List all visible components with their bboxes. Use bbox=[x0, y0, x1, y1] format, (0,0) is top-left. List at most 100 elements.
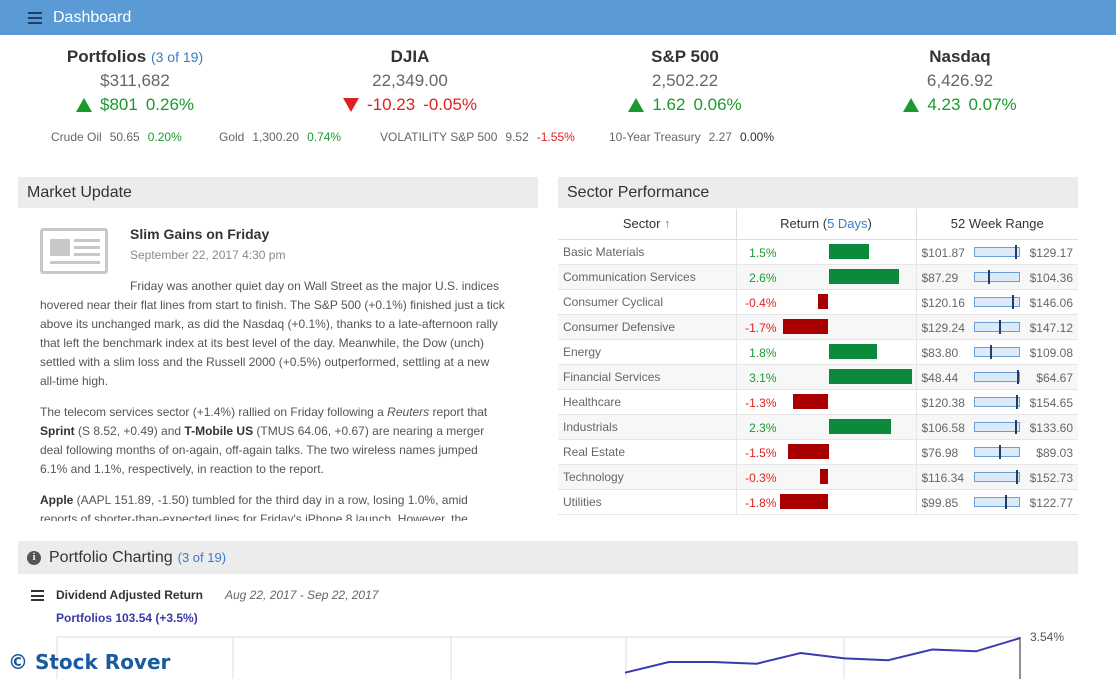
commodity-gold[interactable]: Gold 1,300.20 0.74% bbox=[219, 130, 341, 144]
ticker-pct: 0.07% bbox=[968, 95, 1017, 114]
ticker-value: 6,426.92 bbox=[926, 71, 994, 90]
return-value: 1.8% bbox=[749, 345, 777, 360]
info-icon[interactable]: i bbox=[27, 550, 41, 565]
range-bar bbox=[973, 469, 1020, 484]
ticker-name: S&P 500 bbox=[651, 47, 719, 66]
chart-title: Dividend Adjusted Return bbox=[56, 588, 203, 602]
sector-return: -0.4% bbox=[736, 289, 917, 315]
return-bar bbox=[828, 368, 913, 384]
top-bar: Dashboard bbox=[0, 0, 1116, 35]
return-bar bbox=[788, 443, 829, 459]
sector-52wk-range: $120.38 $154.65 bbox=[916, 389, 1078, 415]
chart-menu-icon[interactable] bbox=[31, 590, 44, 601]
return-value: -0.3% bbox=[745, 470, 777, 485]
range-bar bbox=[973, 319, 1020, 334]
ticker-value: $311,682 bbox=[100, 71, 170, 90]
range-bar bbox=[973, 369, 1020, 384]
ticker-nasdaq[interactable]: Nasdaq 6,426.92 4.23 0.07% bbox=[860, 47, 1060, 115]
range-high: $104.36 bbox=[1029, 270, 1073, 285]
range-bar bbox=[973, 444, 1020, 459]
range-marker bbox=[989, 344, 992, 359]
col-header-sector[interactable]: Sector ↑ bbox=[558, 209, 737, 240]
ticker-change: 4.23 bbox=[927, 95, 961, 114]
commodity-treasury[interactable]: 10-Year Treasury 2.27 0.00% bbox=[609, 130, 774, 144]
article-date: September 22, 2017 4:30 pm bbox=[130, 248, 286, 262]
sort-arrow-icon: ↑ bbox=[664, 216, 671, 232]
sector-row[interactable]: Healthcare -1.3% $120.38 $154.65 bbox=[558, 389, 1078, 415]
ticker-pct: 0.26% bbox=[145, 95, 195, 114]
commodity-value: 9.52 bbox=[505, 130, 529, 144]
range-marker bbox=[1005, 494, 1008, 509]
range-marker bbox=[1017, 369, 1020, 384]
range-high: $147.12 bbox=[1029, 320, 1073, 335]
ticker-pct: 0.06% bbox=[693, 95, 742, 114]
ticker-name: DJIA bbox=[390, 47, 430, 66]
ticker-change: 1.62 bbox=[652, 95, 686, 114]
sector-return: -1.7% bbox=[736, 314, 917, 340]
ticker-djia[interactable]: DJIA 22,349.00 -10.23 -0.05% bbox=[310, 47, 510, 115]
sector-row[interactable]: Basic Materials 1.5% $101.87 $129.17 bbox=[558, 239, 1078, 265]
range-low: $129.24 bbox=[921, 320, 965, 335]
portfolio-count-link[interactable]: (3 of 19) bbox=[150, 49, 204, 65]
range-marker bbox=[1012, 294, 1015, 309]
sector-row[interactable]: Financial Services 3.1% $48.44 $64.67 bbox=[558, 364, 1078, 390]
commodity-name: Gold bbox=[219, 130, 245, 144]
sector-return: -1.3% bbox=[736, 389, 917, 415]
range-marker bbox=[998, 319, 1001, 334]
sector-52wk-range: $87.29 $104.36 bbox=[916, 264, 1078, 290]
menu-icon[interactable] bbox=[28, 11, 42, 24]
range-low: $116.34 bbox=[921, 470, 965, 485]
period-link[interactable]: 5 Days bbox=[827, 216, 868, 232]
commodity-crude-oil[interactable]: Crude Oil 50.65 0.20% bbox=[51, 130, 182, 144]
portfolio-count-link[interactable]: (3 of 19) bbox=[177, 550, 227, 565]
portfolio-charting-header: i Portfolio Charting (3 of 19) bbox=[18, 541, 1078, 574]
ticker-change: -10.23 bbox=[366, 95, 416, 114]
range-high: $133.60 bbox=[1029, 420, 1073, 435]
series-line bbox=[624, 637, 1021, 674]
sector-row[interactable]: Consumer Cyclical -0.4% $120.16 $146.06 bbox=[558, 289, 1078, 315]
sector-name: Utilities bbox=[558, 489, 737, 515]
sector-row[interactable]: Real Estate -1.5% $76.98 $89.03 bbox=[558, 439, 1078, 465]
sector-row[interactable]: Consumer Defensive -1.7% $129.24 $147.12 bbox=[558, 314, 1078, 340]
article-body: Friday was another quiet day on Wall Str… bbox=[40, 277, 506, 521]
sector-row[interactable]: Technology -0.3% $116.34 $152.73 bbox=[558, 464, 1078, 490]
page-title: Dashboard bbox=[53, 8, 132, 26]
sector-row[interactable]: Communication Services 2.6% $87.29 $104.36 bbox=[558, 264, 1078, 290]
col-header-return[interactable]: Return (5 Days) bbox=[736, 209, 917, 240]
ticker-portfolios[interactable]: Portfolios (3 of 19) $311,682 $801 0.26% bbox=[35, 47, 235, 115]
commodity-pct: -1.55% bbox=[536, 130, 575, 144]
sector-name: Consumer Defensive bbox=[558, 314, 737, 340]
sector-row[interactable]: Industrials 2.3% $106.58 $133.60 bbox=[558, 414, 1078, 440]
sector-return: 1.8% bbox=[736, 339, 917, 365]
ticker-name: Portfolios bbox=[66, 47, 147, 66]
range-bar bbox=[973, 244, 1020, 259]
return-bar bbox=[828, 243, 869, 259]
commodity-volatility[interactable]: VOLATILITY S&P 500 9.52 -1.55% bbox=[380, 130, 575, 144]
commodity-pct: 0.20% bbox=[147, 130, 182, 144]
commodity-pct: 0.00% bbox=[739, 130, 774, 144]
range-high: $122.77 bbox=[1029, 495, 1073, 510]
sector-return: 2.6% bbox=[736, 264, 917, 290]
market-update-article: Slim Gains on Friday September 22, 2017 … bbox=[40, 225, 506, 521]
range-low: $48.44 bbox=[921, 370, 959, 385]
ticker-sp500[interactable]: S&P 500 2,502.22 1.62 0.06% bbox=[585, 47, 785, 115]
range-low: $120.16 bbox=[921, 295, 965, 310]
range-bar bbox=[973, 494, 1020, 509]
range-low: $106.58 bbox=[921, 420, 965, 435]
panel-title: Sector Performance bbox=[567, 183, 710, 201]
sector-row[interactable]: Energy 1.8% $83.80 $109.08 bbox=[558, 339, 1078, 365]
article-title[interactable]: Slim Gains on Friday bbox=[130, 226, 270, 242]
sector-name: Industrials bbox=[558, 414, 737, 440]
return-value: 2.3% bbox=[749, 420, 777, 435]
return-value: -1.7% bbox=[745, 320, 777, 335]
col-header-range[interactable]: 52 Week Range bbox=[916, 209, 1078, 240]
sector-52wk-range: $99.85 $122.77 bbox=[916, 489, 1078, 515]
chart-series-label: Portfolios 103.54 (+3.5%) bbox=[56, 611, 198, 625]
commodity-pct: 0.74% bbox=[307, 130, 342, 144]
ticker-value: 22,349.00 bbox=[372, 71, 448, 90]
return-bar bbox=[817, 293, 829, 309]
article-paragraph: The telecom services sector (+1.4%) rall… bbox=[40, 405, 488, 476]
return-chart[interactable]: 3.54% bbox=[0, 620, 1116, 679]
sector-row[interactable]: Utilities -1.8% $99.85 $122.77 bbox=[558, 489, 1078, 515]
range-low: $76.98 bbox=[921, 445, 959, 460]
